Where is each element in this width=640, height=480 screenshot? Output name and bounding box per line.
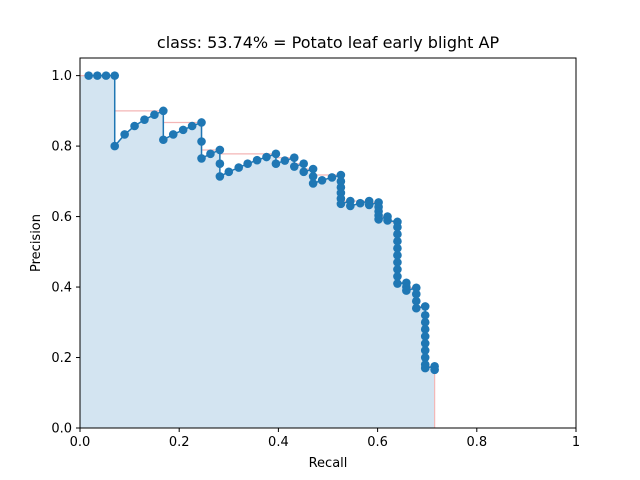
- y-axis-ticks: 0.0 0.2 0.4 0.6 0.8 1.0: [51, 69, 80, 437]
- data-point: [355, 198, 365, 208]
- ap-area-fill: [80, 75, 435, 428]
- data-point: [393, 258, 402, 267]
- data-point: [178, 125, 188, 135]
- data-point: [243, 159, 252, 169]
- data-point: [420, 302, 430, 311]
- data-point: [336, 177, 346, 186]
- data-point: [393, 265, 402, 274]
- data-point: [150, 110, 159, 120]
- data-point: [420, 353, 430, 362]
- y-tick-label: 0.2: [51, 351, 72, 366]
- data-point: [84, 71, 93, 80]
- x-axis-ticks: 0.0 0.2 0.4 0.6 0.8 1: [70, 428, 580, 450]
- data-point: [411, 283, 421, 293]
- data-point: [234, 163, 244, 172]
- data-point: [120, 130, 129, 139]
- data-point: [187, 121, 197, 131]
- data-point: [308, 179, 318, 188]
- data-point: [252, 155, 262, 165]
- data-point: [336, 199, 346, 209]
- area-layer: [80, 75, 435, 428]
- chart-title: class: 53.74% = Potato leaf early blight…: [157, 33, 500, 52]
- data-point: [393, 229, 402, 239]
- data-point: [159, 135, 168, 145]
- data-point: [168, 130, 178, 139]
- data-point: [110, 141, 120, 151]
- x-axis-label: Recall: [309, 456, 348, 471]
- data-point: [224, 167, 234, 177]
- data-point: [393, 243, 402, 253]
- data-point: [289, 162, 299, 171]
- data-point: [215, 172, 225, 181]
- data-point: [197, 118, 206, 127]
- data-point: [262, 152, 271, 162]
- data-point: [374, 215, 383, 224]
- data-point: [411, 296, 421, 306]
- x-tick-label: 0.6: [367, 435, 388, 450]
- x-tick-label: 1: [572, 435, 580, 450]
- data-point: [393, 279, 402, 288]
- data-point: [411, 289, 421, 299]
- data-point: [411, 303, 421, 313]
- data-point: [393, 222, 402, 232]
- data-point: [271, 159, 281, 169]
- data-point: [346, 201, 355, 211]
- y-tick-label: 0.6: [51, 210, 72, 225]
- y-tick-label: 1.0: [51, 69, 72, 84]
- data-point: [159, 106, 168, 116]
- data-point: [420, 332, 430, 341]
- data-point: [308, 172, 318, 181]
- marker-layer: [84, 71, 439, 375]
- data-point: [299, 167, 308, 177]
- data-point: [420, 339, 430, 348]
- data-point: [420, 317, 430, 327]
- plot-frame: [79, 57, 577, 429]
- data-point: [215, 159, 225, 169]
- data-point: [420, 363, 430, 373]
- data-point: [289, 153, 299, 163]
- data-point: [420, 346, 430, 355]
- data-point: [140, 115, 149, 124]
- data-point: [393, 272, 402, 281]
- data-point: [317, 175, 327, 185]
- y-tick-label: 0.8: [51, 140, 72, 155]
- data-point: [197, 154, 206, 163]
- x-tick-label: 0.2: [169, 435, 190, 450]
- data-point: [93, 71, 102, 80]
- data-point: [271, 149, 281, 159]
- data-point: [280, 156, 290, 165]
- data-point: [430, 365, 439, 375]
- data-point: [336, 170, 346, 180]
- x-tick-label: 0.8: [466, 435, 487, 450]
- y-tick-label: 0.0: [51, 422, 72, 437]
- data-point: [299, 159, 308, 169]
- y-axis-label: Precision: [29, 214, 44, 272]
- data-point: [197, 137, 206, 146]
- x-tick-label: 0.4: [268, 435, 289, 450]
- data-point: [383, 216, 392, 225]
- data-point: [420, 310, 430, 320]
- data-point: [420, 325, 430, 334]
- data-point: [101, 71, 111, 80]
- data-point: [308, 164, 318, 174]
- data-point: [364, 200, 374, 210]
- data-point: [110, 71, 120, 80]
- data-point: [130, 121, 139, 131]
- data-point: [402, 286, 411, 295]
- data-point: [206, 149, 215, 159]
- data-point: [215, 145, 225, 155]
- y-tick-label: 0.4: [51, 281, 72, 296]
- data-point: [327, 173, 337, 182]
- data-point: [393, 236, 402, 246]
- x-tick-label: 0.0: [70, 435, 91, 450]
- data-point: [393, 251, 402, 260]
